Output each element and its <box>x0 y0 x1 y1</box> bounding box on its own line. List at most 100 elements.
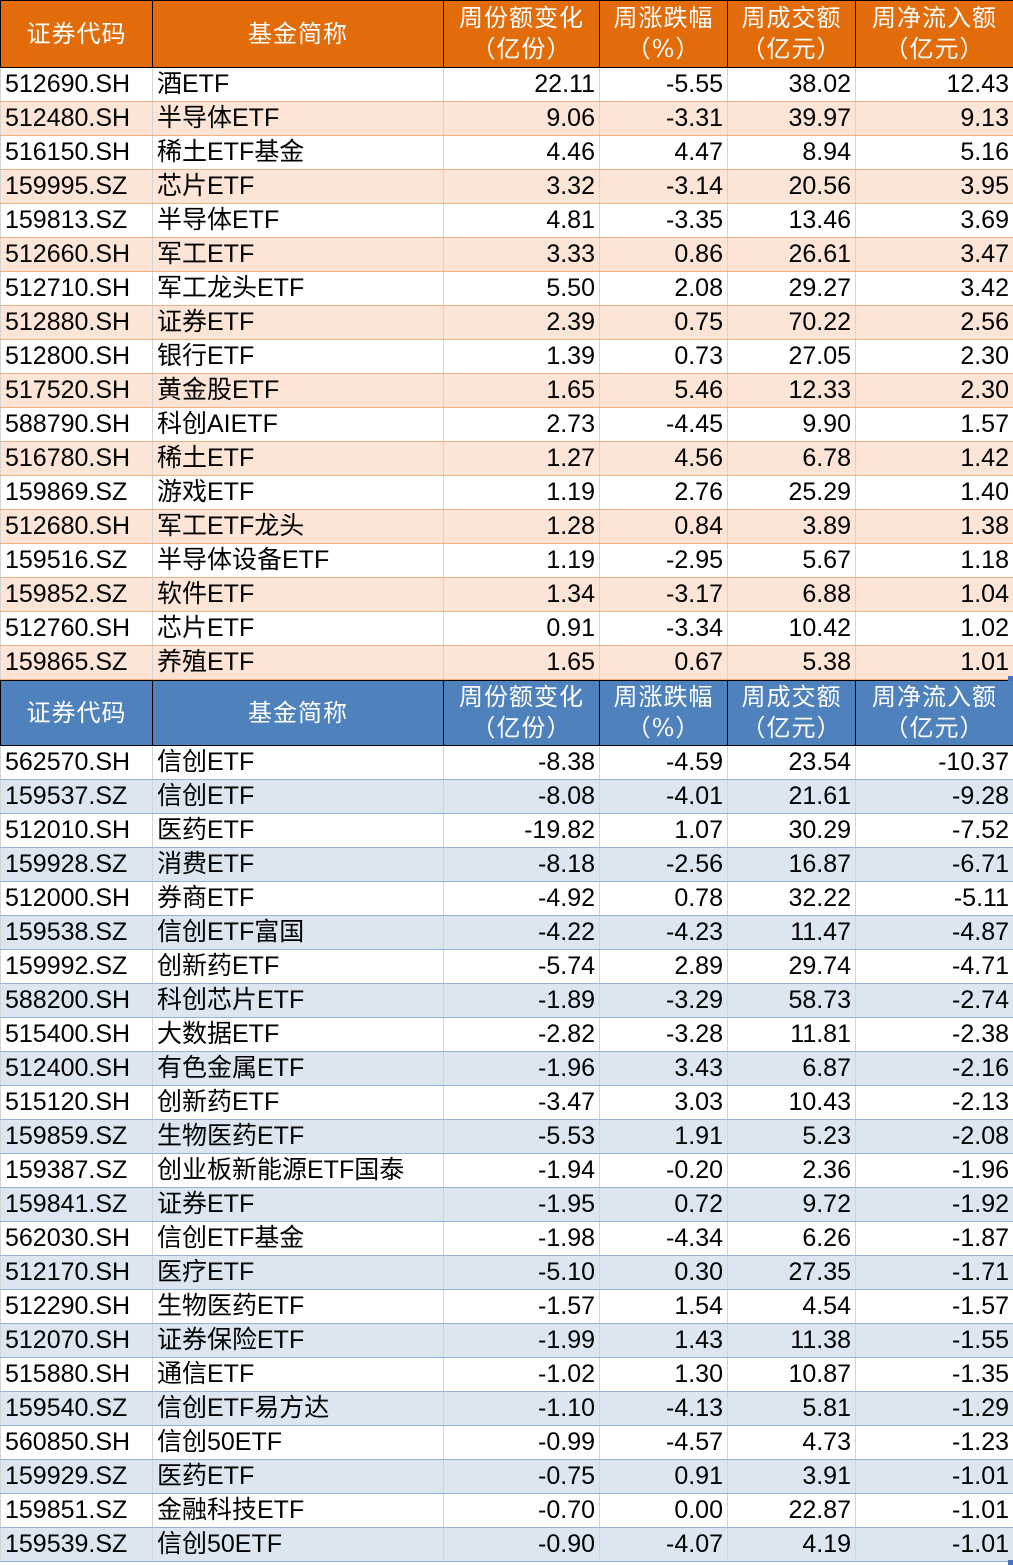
table-row[interactable]: 159841.SZ 证券ETF -1.95 0.72 9.72 -1.92 <box>0 1187 1013 1222</box>
cell-code[interactable]: 515400.SH <box>0 1017 153 1052</box>
cell-code[interactable]: 159537.SZ <box>0 779 153 814</box>
cell-net-inflow[interactable]: 12.43 <box>855 67 1013 102</box>
cell-fund-name[interactable]: 军工ETF龙头 <box>152 509 444 544</box>
cell-net-inflow[interactable]: 3.42 <box>855 271 1013 306</box>
table-row[interactable]: 515400.SH 大数据ETF -2.82 -3.28 11.81 -2.38 <box>0 1017 1013 1052</box>
cell-fund-name[interactable]: 信创ETF富国 <box>152 915 444 950</box>
cell-net-inflow[interactable]: -1.55 <box>855 1323 1013 1358</box>
cell-share-change[interactable]: 3.33 <box>443 237 600 272</box>
cell-code[interactable]: 159539.SZ <box>0 1527 153 1562</box>
table-row[interactable]: 159813.SZ 半导体ETF 4.81 -3.35 13.46 3.69 <box>0 203 1013 238</box>
cell-fund-name[interactable]: 养殖ETF <box>152 645 444 680</box>
cell-fund-name[interactable]: 消费ETF <box>152 847 444 882</box>
cell-fund-name[interactable]: 银行ETF <box>152 339 444 374</box>
header-code[interactable]: 证券代码 <box>0 0 153 68</box>
cell-pct-change[interactable]: -4.01 <box>599 779 728 814</box>
cell-turnover[interactable]: 21.61 <box>727 779 856 814</box>
table-row[interactable]: 512400.SH 有色金属ETF -1.96 3.43 6.87 -2.16 <box>0 1051 1013 1086</box>
cell-pct-change[interactable]: -3.14 <box>599 169 728 204</box>
cell-turnover[interactable]: 39.97 <box>727 101 856 136</box>
cell-code[interactable]: 159859.SZ <box>0 1119 153 1154</box>
cell-pct-change[interactable]: -4.13 <box>599 1391 728 1426</box>
cell-turnover[interactable]: 11.81 <box>727 1017 856 1052</box>
header-name[interactable]: 基金简称 <box>152 0 444 68</box>
cell-share-change[interactable]: -1.10 <box>443 1391 600 1426</box>
cell-fund-name[interactable]: 医药ETF <box>152 813 444 848</box>
cell-pct-change[interactable]: 0.67 <box>599 645 728 680</box>
cell-pct-change[interactable]: -2.95 <box>599 543 728 578</box>
table-row[interactable]: 159929.SZ 医药ETF -0.75 0.91 3.91 -1.01 <box>0 1459 1013 1494</box>
cell-fund-name[interactable]: 科创AIETF <box>152 407 444 442</box>
cell-code[interactable]: 159387.SZ <box>0 1153 153 1188</box>
cell-fund-name[interactable]: 生物医药ETF <box>152 1119 444 1154</box>
table-row[interactable]: 159992.SZ 创新药ETF -5.74 2.89 29.74 -4.71 <box>0 949 1013 984</box>
table-row[interactable]: 159869.SZ 游戏ETF 1.19 2.76 25.29 1.40 <box>0 475 1013 510</box>
cell-net-inflow[interactable]: -1.01 <box>855 1459 1013 1494</box>
cell-code[interactable]: 562030.SH <box>0 1221 153 1256</box>
cell-turnover[interactable]: 10.43 <box>727 1085 856 1120</box>
cell-pct-change[interactable]: 0.73 <box>599 339 728 374</box>
cell-pct-change[interactable]: -3.31 <box>599 101 728 136</box>
cell-pct-change[interactable]: -3.34 <box>599 611 728 646</box>
cell-code[interactable]: 588200.SH <box>0 983 153 1018</box>
cell-net-inflow[interactable]: -2.13 <box>855 1085 1013 1120</box>
cell-net-inflow[interactable]: -7.52 <box>855 813 1013 848</box>
cell-fund-name[interactable]: 医药ETF <box>152 1459 444 1494</box>
cell-code[interactable]: 159851.SZ <box>0 1493 153 1528</box>
cell-pct-change[interactable]: 2.08 <box>599 271 728 306</box>
cell-turnover[interactable]: 11.47 <box>727 915 856 950</box>
cell-code[interactable]: 159995.SZ <box>0 169 153 204</box>
cell-net-inflow[interactable]: 5.16 <box>855 135 1013 170</box>
cell-net-inflow[interactable]: 1.40 <box>855 475 1013 510</box>
cell-code[interactable]: 512070.SH <box>0 1323 153 1358</box>
cell-share-change[interactable]: -8.38 <box>443 745 600 780</box>
cell-code[interactable]: 512290.SH <box>0 1289 153 1324</box>
cell-turnover[interactable]: 4.19 <box>727 1527 856 1562</box>
cell-turnover[interactable]: 27.05 <box>727 339 856 374</box>
header-name[interactable]: 基金简称 <box>152 680 444 746</box>
cell-pct-change[interactable]: 4.56 <box>599 441 728 476</box>
cell-net-inflow[interactable]: -5.11 <box>855 881 1013 916</box>
cell-turnover[interactable]: 5.38 <box>727 645 856 680</box>
cell-fund-name[interactable]: 券商ETF <box>152 881 444 916</box>
cell-net-inflow[interactable]: -4.87 <box>855 915 1013 950</box>
cell-net-inflow[interactable]: -1.35 <box>855 1357 1013 1392</box>
cell-pct-change[interactable]: 2.89 <box>599 949 728 984</box>
cell-share-change[interactable]: -8.08 <box>443 779 600 814</box>
table-row[interactable]: 159852.SZ 软件ETF 1.34 -3.17 6.88 1.04 <box>0 577 1013 612</box>
cell-code[interactable]: 159929.SZ <box>0 1459 153 1494</box>
cell-share-change[interactable]: 1.19 <box>443 543 600 578</box>
cell-code[interactable]: 159841.SZ <box>0 1187 153 1222</box>
table-row[interactable]: 159540.SZ 信创ETF易方达 -1.10 -4.13 5.81 -1.29 <box>0 1391 1013 1426</box>
cell-turnover[interactable]: 16.87 <box>727 847 856 882</box>
cell-net-inflow[interactable]: 1.01 <box>855 645 1013 680</box>
cell-turnover[interactable]: 29.27 <box>727 271 856 306</box>
cell-turnover[interactable]: 12.33 <box>727 373 856 408</box>
cell-pct-change[interactable]: -3.29 <box>599 983 728 1018</box>
cell-fund-name[interactable]: 信创50ETF <box>152 1425 444 1460</box>
cell-code[interactable]: 159928.SZ <box>0 847 153 882</box>
cell-share-change[interactable]: -19.82 <box>443 813 600 848</box>
cell-turnover[interactable]: 26.61 <box>727 237 856 272</box>
header-net-inflow[interactable]: 周净流入额 （亿元） <box>855 680 1013 746</box>
cell-net-inflow[interactable]: -9.28 <box>855 779 1013 814</box>
cell-share-change[interactable]: 5.50 <box>443 271 600 306</box>
cell-pct-change[interactable]: -4.45 <box>599 407 728 442</box>
cell-pct-change[interactable]: -3.35 <box>599 203 728 238</box>
cell-pct-change[interactable]: -2.56 <box>599 847 728 882</box>
header-turnover[interactable]: 周成交额 （亿元） <box>727 0 856 68</box>
cell-net-inflow[interactable]: 2.30 <box>855 339 1013 374</box>
header-pct-change[interactable]: 周涨跌幅 （%） <box>599 680 728 746</box>
cell-fund-name[interactable]: 黄金股ETF <box>152 373 444 408</box>
cell-fund-name[interactable]: 有色金属ETF <box>152 1051 444 1086</box>
cell-net-inflow[interactable]: 1.57 <box>855 407 1013 442</box>
table-row[interactable]: 512000.SH 券商ETF -4.92 0.78 32.22 -5.11 <box>0 881 1013 916</box>
cell-net-inflow[interactable]: 3.69 <box>855 203 1013 238</box>
table-row[interactable]: 159538.SZ 信创ETF富国 -4.22 -4.23 11.47 -4.87 <box>0 915 1013 950</box>
cell-code[interactable]: 159540.SZ <box>0 1391 153 1426</box>
cell-code[interactable]: 512800.SH <box>0 339 153 374</box>
cell-fund-name[interactable]: 半导体ETF <box>152 101 444 136</box>
cell-share-change[interactable]: -0.75 <box>443 1459 600 1494</box>
outflow-table-resize-handle[interactable] <box>1008 1560 1013 1565</box>
cell-fund-name[interactable]: 军工ETF <box>152 237 444 272</box>
